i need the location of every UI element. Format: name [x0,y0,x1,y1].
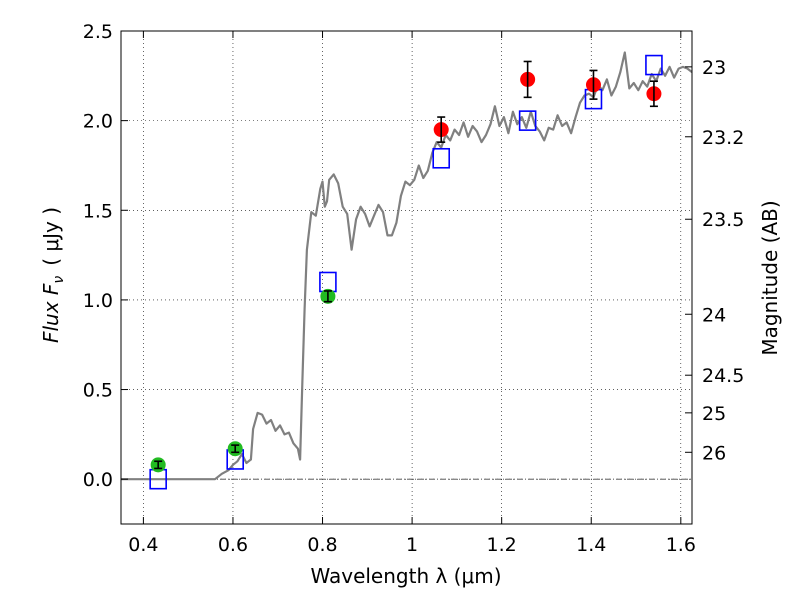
y2-tick-label: 24 [702,304,726,326]
x-tick-label: 0.8 [307,534,337,556]
y-axis-label-unit: ( μJy ) [39,207,63,266]
y-axis-label: Flux Fν ( μJy ) [39,207,67,343]
plot-area [121,51,692,490]
axis-ticks: 0.4 0.6 0.8 1 1.2 1.4 1.6 0.0 0.5 1.0 1.5 2.0 2.5 23 2… [83,21,745,556]
y2-tick-label: 23.5 [702,209,744,231]
y-tick-label: 2.5 [83,21,113,43]
plot-content [121,51,692,490]
y-tick-label: 0.0 [83,469,113,491]
x-tick-label: 1 [406,534,418,556]
x-tick-label: 0.4 [128,534,158,556]
model-spectrum-line [121,51,692,481]
x-tick-label: 1.2 [487,534,517,556]
secondary-y-axis-label: Magnitude (AB) [758,200,782,355]
y-axis-label-subscript: ν [51,276,67,284]
y-axis-label-main: Flux F [39,283,63,343]
x-tick-label: 1.4 [576,534,606,556]
y-tick-label: 0.5 [83,380,113,402]
y2-tick-label: 26 [702,442,726,464]
y2-tick-label: 23 [702,57,726,79]
grid [121,30,692,524]
y-tick-label: 2.0 [83,111,113,133]
y2-tick-label: 25 [702,403,726,425]
plot-frame [120,30,693,525]
y-tick-label: 1.0 [83,290,113,312]
y2-tick-label: 24.5 [702,365,744,387]
x-axis-label: Wavelength λ (μm) [310,564,501,588]
x-tick-label: 1.6 [666,534,696,556]
model-photometry-box [518,110,537,131]
model-photometry-box [645,54,663,76]
y2-tick-label: 23.2 [702,127,744,149]
y-tick-label: 1.5 [83,200,113,222]
model-photometry-box [432,147,451,169]
x-tick-label: 0.6 [218,534,248,556]
